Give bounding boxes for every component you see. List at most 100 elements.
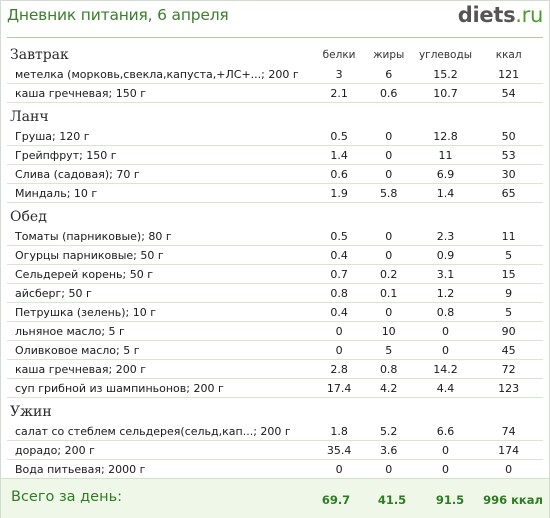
food-name: каша гречневая; 200 г: [7, 359, 318, 379]
food-name: Оливковое масло; 5 г: [7, 340, 318, 360]
food-name: Сельдерей корень; 50 г: [7, 264, 318, 284]
food-carbs: 0: [416, 340, 475, 360]
food-carbs: 11: [416, 145, 475, 165]
total-label: Всего за день:: [11, 489, 123, 505]
meal-header-row: Ужин: [7, 398, 543, 423]
food-protein: 0.6: [317, 164, 361, 184]
food-carbs: 0.9: [416, 245, 475, 265]
page-title: Дневник питания, 6 апреля: [7, 6, 229, 24]
food-kcal: 53: [474, 145, 543, 165]
food-fat: 10: [360, 321, 417, 341]
meal-title: Ужин: [10, 404, 52, 420]
food-carbs: 2.3: [416, 227, 475, 246]
food-row: каша гречневая; 150 г 2.1 0.6 10.7 54: [7, 83, 543, 103]
food-name: Груша; 120 г: [7, 127, 318, 146]
food-carbs: 0: [416, 459, 475, 479]
food-row: Слива (садовая); 70 г 0.6 0 6.9 30: [7, 164, 543, 184]
food-name: льняное масло; 5 г: [7, 321, 318, 341]
column-header-protein: белки: [322, 49, 356, 61]
total-carbs: 91.5: [435, 493, 465, 507]
food-row: Сельдерей корень; 50 г 0.7 0.2 3.1 15: [7, 264, 543, 284]
food-name: Миндаль; 10 г: [7, 183, 318, 203]
spacer-cell: [417, 398, 475, 423]
food-protein: 2.8: [317, 359, 361, 379]
food-protein: 0.5: [317, 227, 361, 246]
spacer-cell: [361, 103, 417, 128]
food-carbs: 6.9: [416, 164, 475, 184]
spacer-cell: [417, 103, 475, 128]
food-fat: 3.6: [360, 440, 417, 460]
food-row: дорадо; 200 г 35.4 3.6 0 174: [7, 440, 543, 460]
food-name: метелка (морковь,свекла,капуста,+ЛС+...;…: [7, 65, 318, 84]
food-carbs: 4.4: [416, 378, 475, 398]
food-protein: 35.4: [317, 440, 361, 460]
food-fat: 5.8: [360, 183, 417, 203]
food-row: Огурцы парниковые; 50 г 0.4 0 0.9 5: [7, 245, 543, 265]
food-name: Вода питьевая; 2000 г: [7, 459, 318, 479]
food-protein: 17.4: [317, 378, 361, 398]
food-kcal: 11: [474, 227, 543, 246]
food-fat: 6: [360, 65, 417, 84]
food-protein: 1.9: [317, 183, 361, 203]
food-carbs: 1.2: [416, 283, 475, 303]
meal-title: Обед: [10, 209, 47, 225]
spacer-cell: [318, 103, 361, 128]
food-fat: 0: [360, 164, 417, 184]
food-carbs: 10.7: [416, 83, 475, 103]
food-kcal: 30: [474, 164, 543, 184]
food-diary-table: Завтрак белки жиры углеводы ккал метелка (мор…: [7, 45, 543, 479]
food-protein: 0: [317, 340, 361, 360]
food-row: каша гречневая; 200 г 2.8 0.8 14.2 72: [7, 359, 543, 379]
food-carbs: 0: [416, 321, 475, 341]
food-row: айсберг; 50 г 0.8 0.1 1.2 9: [7, 283, 543, 303]
food-protein: 0: [317, 459, 361, 479]
spacer-cell: [318, 398, 361, 423]
column-header-kcal: ккал: [495, 49, 522, 61]
food-row: салат со стеблем сельдерея(сельд,кап...;…: [7, 422, 543, 441]
food-protein: 1.4: [317, 145, 361, 165]
food-name: дорадо; 200 г: [7, 440, 318, 460]
food-name: Слива (садовая); 70 г: [7, 164, 318, 184]
food-row: Миндаль; 10 г 1.9 5.8 1.4 65: [7, 183, 543, 203]
spacer-cell: [318, 203, 361, 228]
food-kcal: 54: [474, 83, 543, 103]
food-fat: 0.1: [360, 283, 417, 303]
spacer-cell: [361, 398, 417, 423]
food-fat: 0: [360, 245, 417, 265]
food-carbs: 12.8: [416, 127, 475, 146]
total-protein: 69.7: [321, 493, 351, 507]
food-fat: 0: [360, 127, 417, 146]
food-kcal: 5: [474, 302, 543, 322]
food-carbs: 1.4: [416, 183, 475, 203]
food-name: Огурцы парниковые; 50 г: [7, 245, 318, 265]
food-protein: 0: [317, 321, 361, 341]
spacer-cell: [361, 203, 417, 228]
food-kcal: 50: [474, 127, 543, 146]
food-carbs: 0.8: [416, 302, 475, 322]
meal-header-row: Обед: [7, 203, 543, 228]
food-fat: 0.8: [360, 359, 417, 379]
food-name: суп грибной из шампиньонов; 200 г: [7, 378, 318, 398]
food-kcal: 174: [474, 440, 543, 460]
food-fat: 0.2: [360, 264, 417, 284]
food-name: айсберг; 50 г: [7, 283, 318, 303]
food-kcal: 74: [474, 422, 543, 441]
food-name: Грейпфрут; 150 г: [7, 145, 318, 165]
food-kcal: 72: [474, 359, 543, 379]
food-protein: 0.4: [317, 245, 361, 265]
food-protein: 0.7: [317, 264, 361, 284]
food-protein: 2.1: [317, 83, 361, 103]
food-fat: 5: [360, 340, 417, 360]
logo-main: diets: [457, 3, 516, 27]
food-row: Груша; 120 г 0.5 0 12.8 50: [7, 127, 543, 146]
food-fat: 4.2: [360, 378, 417, 398]
food-fat: 0.6: [360, 83, 417, 103]
food-kcal: 90: [474, 321, 543, 341]
site-logo[interactable]: diets.ru: [457, 3, 544, 27]
spacer-cell: [417, 203, 475, 228]
spacer-cell: [474, 203, 543, 228]
daily-total-bar: Всего за день: 69.7 41.5 91.5 996 ккал: [1, 478, 549, 518]
food-carbs: 3.1: [416, 264, 475, 284]
meal-title: Завтрак: [10, 47, 69, 63]
